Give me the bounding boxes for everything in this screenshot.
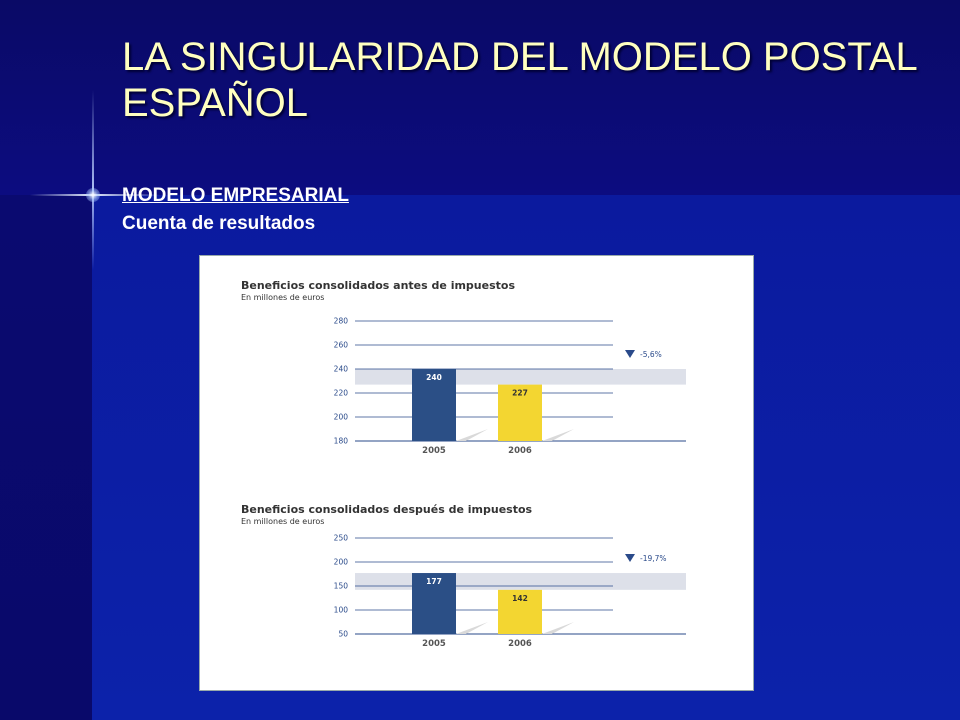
chart-panel: Beneficios consolidados antes de impuest…	[199, 255, 754, 691]
chart2-bar-2005	[412, 573, 456, 634]
charts-svg: Beneficios consolidados antes de impuest…	[241, 279, 686, 649]
chart1-ytick-label: 240	[334, 365, 349, 374]
chart1-change-label: -5,6%	[640, 350, 662, 359]
chart1-ytick-label: 260	[334, 341, 349, 350]
chart2-ytick-label: 100	[334, 606, 349, 615]
chart1-down-arrow-icon	[625, 350, 635, 358]
slide-subtitle: MODELO EMPRESARIAL	[122, 185, 349, 206]
chart2-ytick-label: 250	[334, 534, 349, 543]
chart1-ytick-label: 280	[334, 317, 349, 326]
chart2-bar-shadow	[456, 622, 488, 634]
chart1-ytick-label: 200	[334, 413, 349, 422]
chart1-bar-2005	[412, 369, 456, 441]
chart2-title: Beneficios consolidados después de impue…	[241, 503, 533, 516]
chart1-bar-shadow	[456, 429, 488, 441]
chart2-bar-2006	[498, 589, 542, 634]
chart1-value-label: 240	[426, 373, 442, 382]
chart1-ytick-label: 180	[334, 437, 349, 446]
chart2-value-label: 142	[512, 594, 528, 603]
chart1-bar-2006	[498, 384, 542, 441]
left-band	[0, 195, 92, 720]
chart2-xtick-label: 2006	[508, 639, 532, 649]
light-flare-center	[86, 188, 100, 202]
chart2-unit: En millones de euros	[241, 517, 324, 526]
slide-section: Cuenta de resultados	[122, 213, 316, 234]
chart1-xtick-label: 2005	[422, 446, 446, 456]
light-flare-vertical	[92, 90, 94, 270]
chart2-ytick-label: 200	[334, 558, 349, 567]
chart1-unit: En millones de euros	[241, 293, 324, 302]
chart2-ytick-label: 150	[334, 582, 349, 591]
chart2-down-arrow-icon	[625, 554, 635, 563]
chart1-xtick-label: 2006	[508, 446, 532, 456]
chart2-change-band	[355, 573, 686, 590]
slide-title: LA SINGULARIDAD DEL MODELO POSTAL ESPAÑO…	[122, 35, 917, 125]
chart2-xtick-label: 2005	[422, 639, 446, 649]
chart2-bar-shadow	[542, 622, 574, 634]
chart2-value-label: 177	[426, 577, 442, 586]
chart1-bar-shadow	[542, 429, 574, 441]
chart2-ytick-label: 50	[338, 630, 348, 639]
chart1-ytick-label: 220	[334, 389, 349, 398]
chart1-change-band	[355, 369, 686, 385]
header-background	[0, 0, 960, 195]
chart2-change-label: -19,7%	[640, 554, 667, 563]
chart1-value-label: 227	[512, 389, 528, 398]
chart1-title: Beneficios consolidados antes de impuest…	[241, 279, 515, 292]
